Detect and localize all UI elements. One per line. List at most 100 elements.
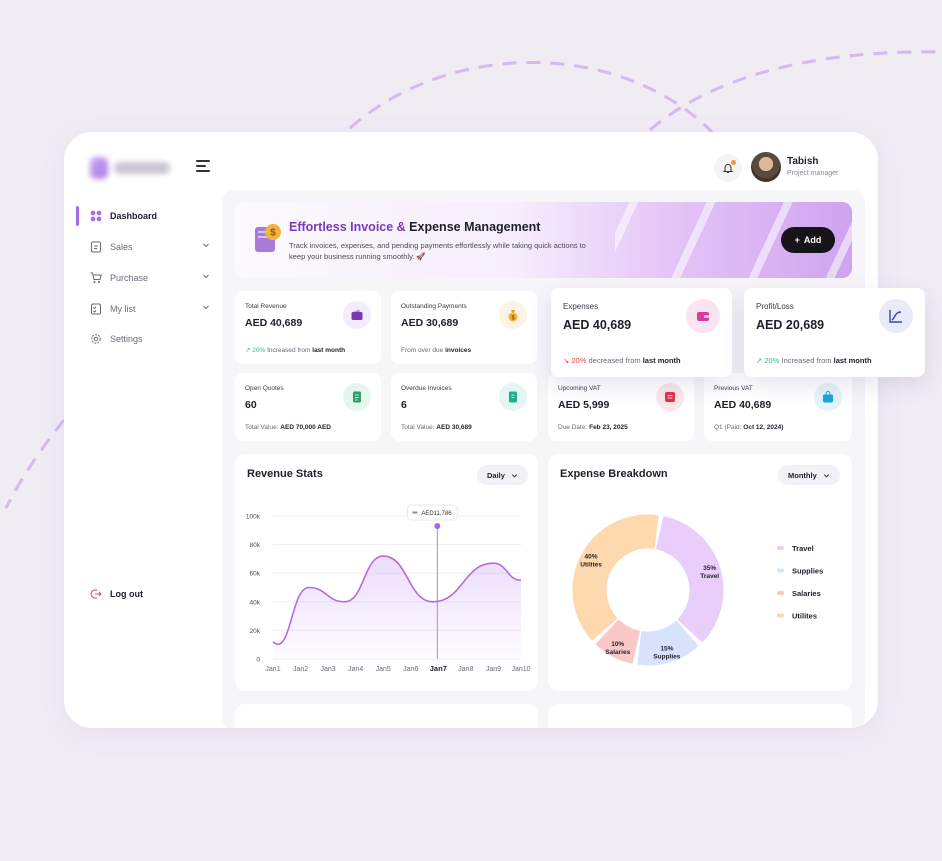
cart-icon xyxy=(90,272,102,284)
money-bag-icon: $ xyxy=(499,301,527,329)
daily-dropdown[interactable]: Daily xyxy=(477,465,528,485)
sidebar-item-my-list[interactable]: My list xyxy=(90,299,210,319)
sidebar-item-label: My list xyxy=(110,304,136,314)
slice-value-label: 35% xyxy=(703,565,716,572)
stat-card-open-quotes[interactable]: Open Quotes 60 Total Value: AED 70,000 A… xyxy=(235,373,381,441)
stat-card-outstanding-payments[interactable]: Outstanding Payments AED 30,689 $ From o… xyxy=(391,291,537,364)
revenue-area xyxy=(273,556,521,659)
hamburger-menu-icon[interactable] xyxy=(196,160,210,174)
revenue-stats-card: Revenue Stats Daily 0 20k 40k 60k 80k 100k AE… xyxy=(235,454,538,691)
stat-card-upcoming-vat[interactable]: Upcoming VAT AED 5,999 Due Date: Feb 23,… xyxy=(548,373,694,441)
y-tick-label: 60k xyxy=(250,571,261,578)
svg-text:$: $ xyxy=(270,228,276,239)
x-tick-label: Jan5 xyxy=(376,666,391,673)
revenue-tooltip: AED11,786 xyxy=(406,504,458,521)
pie-slice-travel[interactable] xyxy=(656,516,724,642)
chevron-down-icon xyxy=(511,473,517,478)
revenue-stats-title: Revenue Stats xyxy=(247,468,323,480)
x-tick-label: Jan4 xyxy=(348,666,363,673)
graph-icon xyxy=(879,299,913,333)
bottom-card-left xyxy=(235,704,538,728)
pie-slice-supplies[interactable] xyxy=(637,620,699,666)
invoice-coin-icon: $ xyxy=(255,224,281,252)
slice-name-label: Salaries xyxy=(605,649,630,656)
checklist-icon xyxy=(90,303,102,315)
notification-bell-icon[interactable] xyxy=(714,154,742,182)
slice-value-label: 40% xyxy=(585,554,598,561)
active-indicator xyxy=(76,206,79,226)
hero-description: Track invoices, expenses, and pending pa… xyxy=(289,241,586,261)
x-tick-label: Jan7 xyxy=(430,664,447,673)
legend-swatch xyxy=(777,613,784,618)
x-tick-label: Jan8 xyxy=(458,666,473,673)
logout-button[interactable]: Log out xyxy=(90,588,143,600)
logout-label: Log out xyxy=(110,589,143,599)
x-tick-label: Jan1 xyxy=(265,666,280,673)
chevron-down-icon[interactable] xyxy=(202,241,210,249)
svg-text:AED11,786: AED11,786 xyxy=(421,511,452,517)
avatar[interactable] xyxy=(751,152,781,182)
legend-swatch xyxy=(777,591,784,595)
sidebar-item-purchase[interactable]: Purchase xyxy=(90,268,210,288)
trend-up-icon: ↗ xyxy=(756,356,763,365)
y-tick-label: 80k xyxy=(250,542,261,549)
sidebar-item-label: Purchase xyxy=(110,273,149,283)
sidebar-item-label: Sales xyxy=(110,242,133,252)
chevron-down-icon xyxy=(823,473,829,478)
app-window: Tabish Project manager Dashboard Sales P… xyxy=(64,132,878,728)
hero-title: Effortless Invoice & Expense Management xyxy=(289,220,541,234)
sidebar-item-sales[interactable]: Sales xyxy=(90,237,210,257)
pie-slice-salaries[interactable] xyxy=(596,619,640,664)
chevron-down-icon[interactable] xyxy=(202,303,210,311)
main-content: $ Effortless Invoice & Expense Managemen… xyxy=(222,190,865,728)
legend-swatch xyxy=(777,546,784,550)
x-tick-label: Jan10 xyxy=(511,666,530,673)
legend-label: Supplies xyxy=(792,567,823,576)
gear-icon xyxy=(90,333,102,345)
expense-breakdown-title: Expense Breakdown xyxy=(560,468,668,480)
x-tick-label: Jan6 xyxy=(403,666,418,673)
pie-slice-utilites[interactable] xyxy=(572,514,659,641)
app-logo xyxy=(90,154,172,182)
vat-receipt-icon xyxy=(656,383,684,411)
stat-card-total-revenue[interactable]: Total Revenue AED 40,689 ↗ 20% Increased… xyxy=(235,291,381,364)
slice-name-label: Utilites xyxy=(580,562,602,569)
stat-card-profit-loss[interactable]: Profit/Loss AED 20,689 ↗ 20% Increased f… xyxy=(744,288,925,377)
stat-card-overdue-invoices[interactable]: Overdue Invoices 6 Total Value: AED 30,6… xyxy=(391,373,537,441)
legend-swatch xyxy=(777,568,784,573)
x-tick-label: Jan2 xyxy=(293,666,308,673)
slice-value-label: 15% xyxy=(660,646,673,653)
legend-label: Utilites xyxy=(792,612,817,621)
svg-text:$: $ xyxy=(511,316,515,322)
y-tick-label: 40k xyxy=(250,599,261,606)
trend-down-icon: ↘ xyxy=(563,356,570,365)
user-name: Tabish xyxy=(787,156,819,167)
sidebar-item-settings[interactable]: Settings xyxy=(90,329,210,349)
hero-banner: $ Effortless Invoice & Expense Managemen… xyxy=(235,202,852,278)
legend-label: Travel xyxy=(792,544,814,553)
stat-card-previous-vat[interactable]: Previous VAT AED 40,689 Q1 (Paid: Oct 12… xyxy=(704,373,852,441)
sidebar-item-label: Dashboard xyxy=(110,211,158,221)
user-role: Project manager xyxy=(787,170,839,177)
y-tick-label: 0 xyxy=(256,657,260,664)
receipt-icon xyxy=(90,241,102,253)
grid-icon xyxy=(90,210,102,222)
sidebar-item-dashboard[interactable]: Dashboard xyxy=(90,206,210,226)
add-button[interactable]: + Add xyxy=(781,227,835,253)
y-tick-label: 100k xyxy=(246,514,261,521)
revenue-line-chart: 0 20k 40k 60k 80k 100k AED11,786 Jan1 Jan2 Jan3… xyxy=(246,504,531,673)
sidebar-item-label: Settings xyxy=(110,334,143,344)
expense-donut-chart: 35%Travel15%Supplies10%Salaries40%Utilit… xyxy=(572,514,823,666)
shopping-bag-icon xyxy=(814,383,842,411)
bottom-card-right xyxy=(548,704,852,728)
chevron-down-icon[interactable] xyxy=(202,272,210,280)
revenue-line xyxy=(272,555,522,646)
x-tick-label: Jan9 xyxy=(486,666,501,673)
x-tick-label: Jan3 xyxy=(321,666,336,673)
highlight-point[interactable] xyxy=(434,523,441,529)
monthly-dropdown[interactable]: Monthly xyxy=(778,465,840,485)
invoice-icon xyxy=(499,383,527,411)
plus-icon: + xyxy=(794,235,800,245)
stat-card-expenses[interactable]: Expenses AED 40,689 ↘ 20% decreased from… xyxy=(551,288,732,377)
